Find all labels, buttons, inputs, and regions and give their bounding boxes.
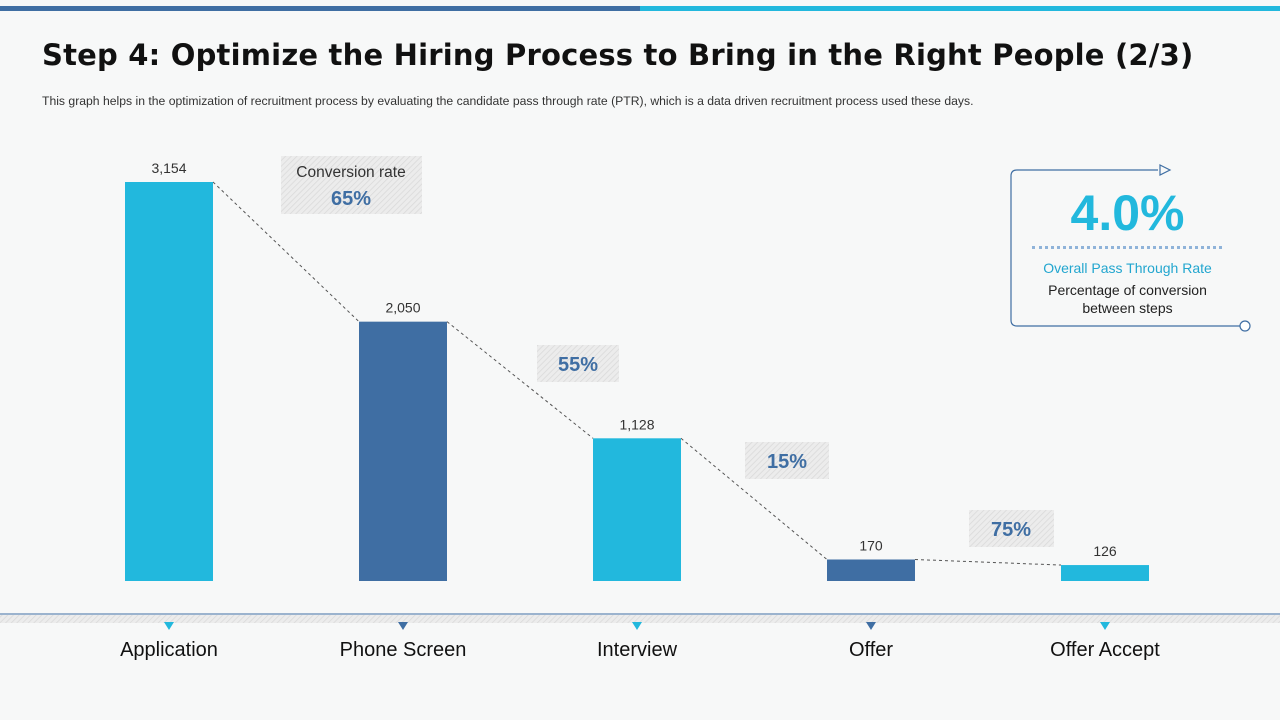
conversion-rate-box (745, 442, 829, 479)
value-label: 3,154 (151, 160, 186, 176)
category-label: Phone Screen (340, 639, 467, 661)
axis-marker-icon (398, 622, 408, 630)
axis-marker-icon (164, 622, 174, 630)
category-label: Application (120, 639, 218, 661)
bar-application (125, 182, 213, 581)
conversion-connector (446, 321, 594, 439)
conversion-connector (212, 181, 360, 323)
conversion-rate-caption: Conversion rate (296, 164, 405, 181)
value-label: 126 (1093, 543, 1117, 559)
conversion-rate-box (537, 345, 619, 382)
conversion-rate-value: 75% (991, 519, 1031, 541)
conversion-rate-value: 65% (331, 188, 371, 210)
value-label: 170 (859, 537, 883, 553)
category-label: Interview (597, 639, 678, 661)
category-label: Offer (849, 639, 893, 661)
page-subtitle: This graph helps in the optimization of … (42, 94, 974, 108)
kpi-frame-arrow-icon (1159, 164, 1172, 176)
category-label: Offer Accept (1050, 639, 1160, 661)
value-label: 2,050 (385, 300, 420, 316)
top-accent-bar-light (640, 6, 1280, 11)
top-accent-bar-dark (0, 6, 640, 11)
bar-offer (827, 559, 915, 581)
axis-hatch-band (0, 615, 1280, 623)
conversion-rate-box (969, 510, 1054, 547)
axis-marker-icon (1100, 622, 1110, 630)
overall-ptr-label: Overall Pass Through Rate (1043, 260, 1212, 276)
axis-marker-icon (632, 622, 642, 630)
conversion-rate-box (281, 156, 422, 214)
conversion-rate-value: 15% (767, 451, 807, 473)
bar-phone-screen (359, 321, 447, 581)
conversion-connector (680, 437, 828, 560)
kpi-frame (1010, 169, 1240, 327)
overall-ptr-value: 4.0% (1070, 185, 1185, 241)
kpi-frame-node-icon (1239, 320, 1251, 332)
axis-marker-icon (866, 622, 876, 630)
bar-interview (593, 438, 681, 581)
conversion-rate-value: 55% (558, 354, 598, 376)
value-label: 1,128 (619, 416, 654, 432)
bar-offer-accept (1061, 565, 1149, 581)
overall-ptr-description: Percentage of conversion between steps (1048, 282, 1207, 316)
page-title: Step 4: Optimize the Hiring Process to B… (42, 38, 1194, 72)
conversion-connector (914, 558, 1062, 566)
kpi-dotted-divider (1032, 246, 1222, 249)
overall-ptr-card: 4.0% Overall Pass Through Rate Percentag… (1011, 170, 1244, 326)
